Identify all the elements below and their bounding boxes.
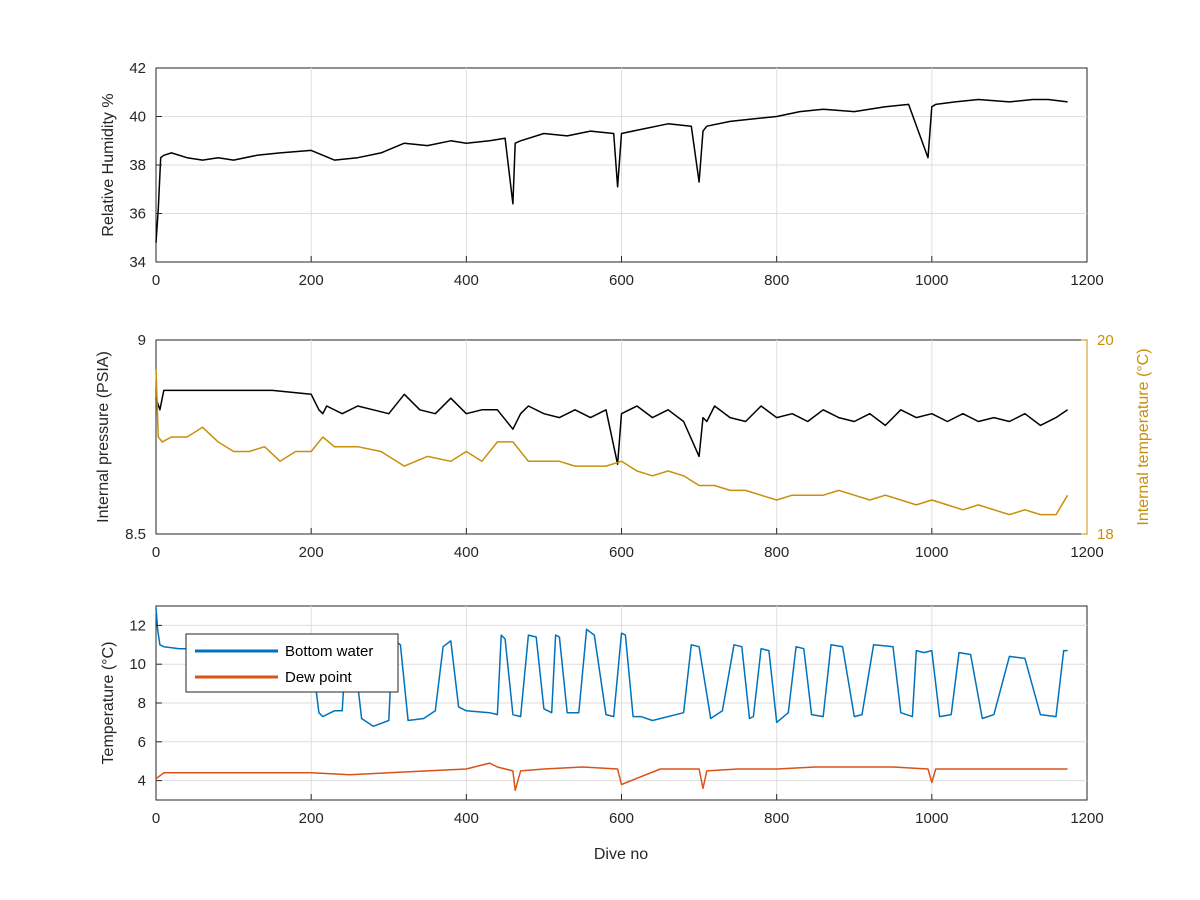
- humidity-panel: 0 200 400 600 800 1000 1200 34 36 38 40 42 Relative…: [100, 60, 1104, 289]
- x-tick-label: 1200: [1070, 272, 1103, 289]
- y-tick-label: 40: [129, 109, 146, 126]
- x-tick-label: 1200: [1070, 810, 1103, 827]
- y-tick-label: 42: [129, 60, 146, 77]
- x-tick-label: 600: [609, 272, 634, 289]
- legend-box: [185, 633, 399, 693]
- temperature-right-y-label: Internal temperature (°C): [1135, 348, 1152, 525]
- temperature-panel: 0 200 400 600 800 1000 1200 4 6 8 10 12 Temperature…: [100, 605, 1104, 863]
- legend: Bottom water Dew point: [185, 633, 399, 693]
- pressure-grid: [310, 340, 933, 534]
- x-tick-label: 400: [454, 544, 479, 561]
- x-tick-label: 1200: [1070, 544, 1103, 561]
- temperature-y-label: Temperature (°C): [100, 642, 117, 765]
- temperature-ticks: 0 200 400 600 800 1000 1200 4 6 8 10 12: [129, 617, 1103, 827]
- x-tick-label: 200: [299, 272, 324, 289]
- bottom-water-line: [155, 607, 1068, 728]
- x-tick-label: 400: [454, 810, 479, 827]
- x-tick-label: 800: [764, 810, 789, 827]
- x-tick-label: 600: [609, 544, 634, 561]
- x-tick-label: 200: [299, 544, 324, 561]
- y-tick-label: 10: [129, 656, 146, 673]
- humidity-y-label: Relative Humidity %: [100, 93, 117, 236]
- humidity-grid: [156, 68, 1087, 262]
- y-tick-label: 34: [129, 254, 146, 271]
- x-tick-label: 800: [764, 272, 789, 289]
- pressure-panel: 0 200 400 600 800 1000 1200 8.5 9 18 20 Internal p…: [95, 332, 1152, 561]
- y-tick-label: 36: [129, 206, 146, 223]
- y-tick-label: 38: [129, 157, 146, 174]
- dew-point-line: [155, 762, 1068, 792]
- humidity-ticks: 0 200 400 600 800 1000 1200 34 36 38 40 42: [129, 60, 1103, 289]
- y-tick-label: 4: [138, 773, 146, 790]
- x-tick-label: 800: [764, 544, 789, 561]
- x-axis-label: Dive no: [594, 846, 648, 863]
- x-tick-label: 1000: [915, 272, 948, 289]
- y-tick-label: 8.5: [125, 526, 146, 543]
- x-tick-label: 1000: [915, 544, 948, 561]
- y-tick-label: 12: [129, 617, 146, 634]
- x-tick-label: 0: [152, 272, 160, 289]
- internal-pressure-line: [155, 389, 1069, 465]
- pressure-ticks: 0 200 400 600 800 1000 1200 8.5 9 18 20: [125, 332, 1114, 561]
- humidity-series: [155, 98, 1068, 243]
- x-tick-label: 600: [609, 810, 634, 827]
- x-tick-label: 0: [152, 810, 160, 827]
- pressure-series: [155, 369, 1069, 516]
- legend-label-bottom-water: Bottom water: [285, 643, 373, 660]
- legend-label-dew-point: Dew point: [285, 669, 353, 686]
- y-tick-label: 6: [138, 734, 146, 751]
- humidity-line: [155, 98, 1068, 243]
- y-right-tick-label: 20: [1097, 332, 1114, 349]
- y-tick-label: 8: [138, 695, 146, 712]
- y-right-tick-label: 18: [1097, 526, 1114, 543]
- y-tick-label: 9: [138, 332, 146, 349]
- x-tick-label: 200: [299, 810, 324, 827]
- temperature-series: [155, 607, 1068, 792]
- x-tick-label: 400: [454, 272, 479, 289]
- internal-temperature-line: [155, 369, 1069, 516]
- x-tick-label: 1000: [915, 810, 948, 827]
- pressure-y-label: Internal pressure (PSIA): [95, 351, 112, 523]
- x-tick-label: 0: [152, 544, 160, 561]
